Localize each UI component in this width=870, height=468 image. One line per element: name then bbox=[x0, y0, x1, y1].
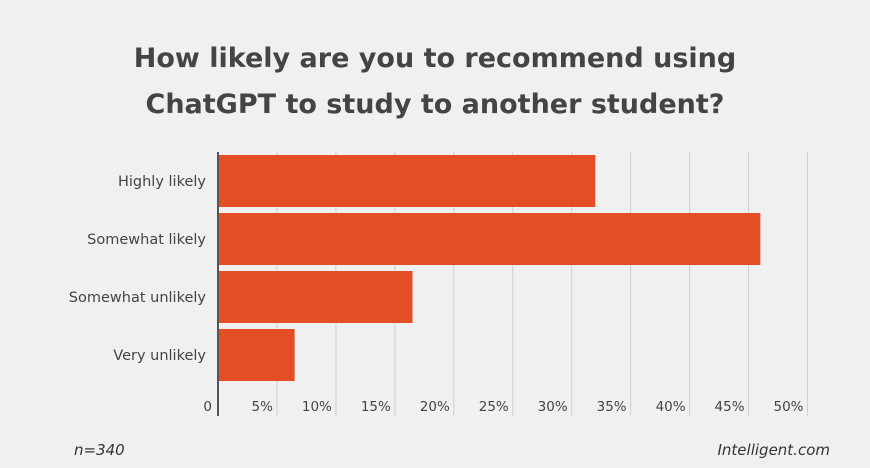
x-tick-label: 5% bbox=[252, 399, 274, 415]
bar bbox=[218, 155, 596, 207]
source-credit: Intelligent.com bbox=[717, 441, 831, 459]
x-tick-label: 50% bbox=[773, 399, 803, 415]
x-tick-label: 25% bbox=[479, 399, 509, 415]
x-tick-label: 40% bbox=[656, 399, 686, 415]
x-tick-label: 10% bbox=[302, 399, 332, 415]
x-tick-label: 30% bbox=[538, 399, 568, 415]
x-tick-label: 20% bbox=[420, 399, 450, 415]
bar bbox=[218, 271, 413, 323]
x-tick-label: 35% bbox=[597, 399, 627, 415]
x-tick-label: 0 bbox=[203, 399, 212, 415]
category-label: Highly likely bbox=[118, 174, 206, 190]
bar bbox=[218, 329, 295, 381]
sample-size-note: n=340 bbox=[74, 441, 125, 459]
category-label: Somewhat likely bbox=[87, 232, 206, 248]
chart-title-line-1: How likely are you to recommend using bbox=[133, 43, 737, 74]
chart-title-line-2: ChatGPT to study to another student? bbox=[145, 89, 725, 120]
bar bbox=[218, 213, 761, 265]
category-label: Somewhat unlikely bbox=[69, 290, 207, 306]
category-label: Very unlikely bbox=[113, 348, 206, 364]
x-tick-label: 45% bbox=[715, 399, 745, 415]
chart-title: How likely are you to recommend using Ch… bbox=[0, 36, 870, 128]
x-tick-label: 15% bbox=[361, 399, 391, 415]
